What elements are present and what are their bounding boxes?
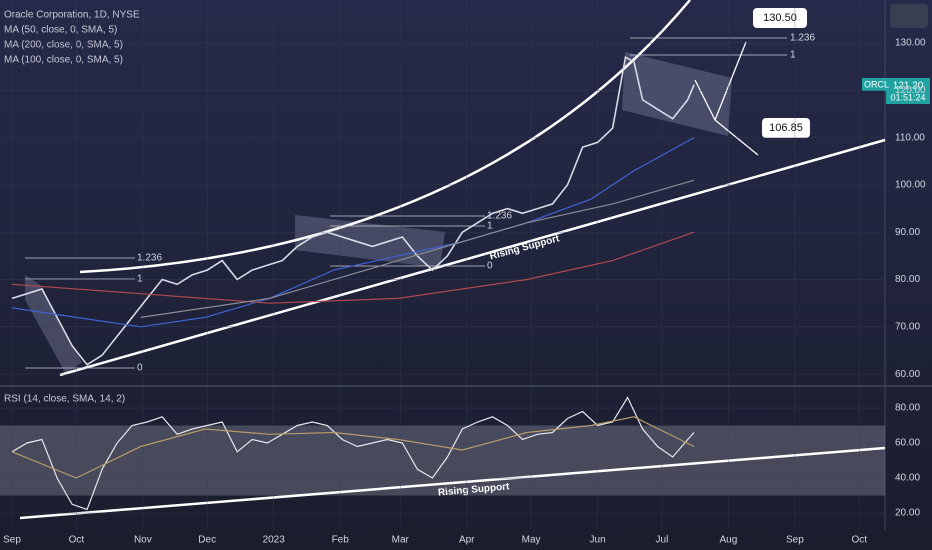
curve <box>79 0 691 274</box>
y-tick-label: 130.00 <box>895 38 926 49</box>
y-tick-label: 60.00 <box>895 369 920 380</box>
x-tick-label: May <box>522 535 541 546</box>
x-tick-label: Jun <box>590 535 606 546</box>
legend-entry: MA (200, close, 0, SMA, 5) <box>4 40 123 51</box>
y-tick-label: 110.00 <box>895 132 925 143</box>
fib-label: 1.236 <box>487 211 512 222</box>
y-tick-label: 100.00 <box>895 180 926 191</box>
x-tick-label: Apr <box>459 535 475 546</box>
x-tick-label: Sep <box>786 535 804 546</box>
x-tick-label: Dec <box>198 535 216 546</box>
y-tick-label: 90.00 <box>895 227 920 238</box>
x-tick-label: Oct <box>851 535 867 546</box>
fib-label: 1.236 <box>790 33 815 44</box>
price-tag <box>862 78 886 91</box>
channel <box>295 215 445 268</box>
price-tag-name: ORCL <box>864 79 889 89</box>
button[interactable] <box>890 4 928 28</box>
price-tag <box>886 78 930 104</box>
x-tick-label: Aug <box>720 535 738 546</box>
series-line <box>11 231 695 304</box>
y-tick-label: 60.00 <box>895 438 920 449</box>
rsi-title: RSI (14, close, SMA, 14, 2) <box>4 394 125 405</box>
fib-label: 0 <box>137 363 143 374</box>
rising-support <box>59 138 886 377</box>
y-tick-label: 80.00 <box>895 274 920 285</box>
countdown: 01:51:24 <box>890 92 925 102</box>
fib-label: 1 <box>790 50 796 61</box>
x-tick-label: Sep <box>3 535 21 546</box>
legend-entry: MA (50, close, 0, SMA, 5) <box>4 25 117 36</box>
callout <box>762 118 810 138</box>
x-tick-label: Oct <box>69 535 85 546</box>
series-line <box>11 137 695 328</box>
series-line <box>140 179 695 318</box>
y-tick-label: 80.00 <box>895 403 920 414</box>
x-tick-label: Nov <box>134 535 152 546</box>
series-line <box>11 55 695 366</box>
y-tick-label: 40.00 <box>895 473 920 484</box>
x-tick-label: 2023 <box>263 535 286 546</box>
legend-entry: MA (100, close, 0, SMA, 5) <box>4 55 123 66</box>
fib-label: 1 <box>487 221 493 232</box>
fib-label: 1.236 <box>137 253 162 264</box>
chart-title: Oracle Corporation, 1D, NYSE <box>4 10 140 21</box>
y-tick-label: 20.00 <box>895 508 920 519</box>
price-tag-value: 121.20 <box>893 81 924 92</box>
projection <box>694 41 759 156</box>
fib-label: 1 <box>137 274 143 285</box>
y-tick-label: 120.00 <box>895 85 926 96</box>
series-line <box>11 416 695 479</box>
x-tick-label: Feb <box>332 535 350 546</box>
y-tick-label: 70.00 <box>895 321 920 332</box>
series-line <box>11 396 695 511</box>
channel <box>622 52 732 136</box>
callout-label: 106.85 <box>769 122 803 134</box>
callout-label: 130.50 <box>763 12 797 24</box>
rsi-support <box>19 446 886 520</box>
fib-label: 0 <box>487 261 493 272</box>
callout <box>753 8 807 28</box>
x-tick-label: Jul <box>656 535 669 546</box>
x-tick-label: Mar <box>392 535 410 546</box>
channel <box>25 275 82 374</box>
